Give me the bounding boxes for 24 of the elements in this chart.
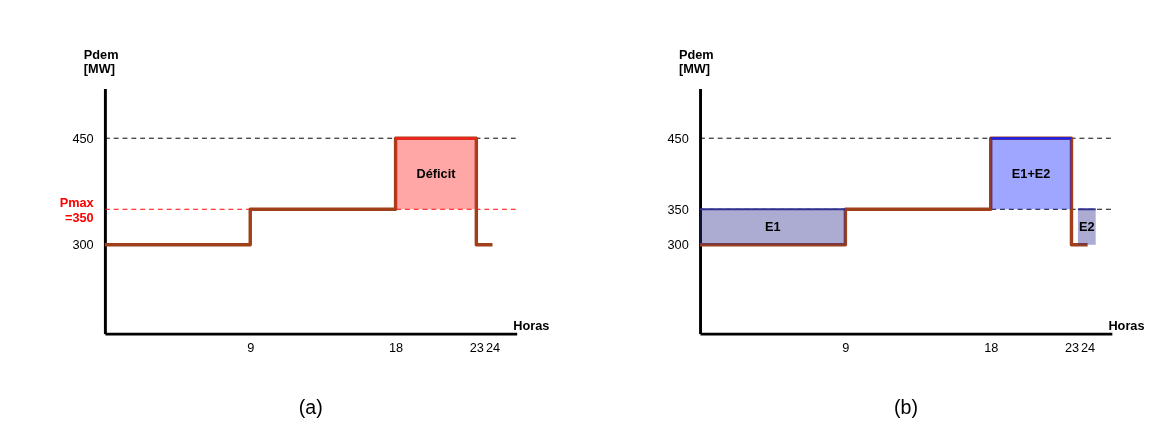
y-tick-label: 350 — [667, 201, 689, 217]
x-tick-label: 18 — [388, 339, 404, 355]
y-tick-label: 300 — [667, 237, 689, 253]
x-tick-label: 23 — [1064, 339, 1080, 355]
x-tick-label: 24 — [485, 339, 501, 355]
y-axis-title: Pdem [MW] — [83, 46, 119, 77]
y-tick-label: 300 — [72, 237, 94, 253]
series-label: E1 — [764, 218, 781, 234]
x-axis-title: Horas — [1108, 318, 1145, 334]
x-tick-label: 9 — [842, 339, 850, 355]
y-tick-label: Pmax =350 — [59, 194, 94, 225]
x-tick-label: 24 — [1081, 339, 1096, 355]
text: (b) — [893, 396, 918, 418]
x-tick-label: 9 — [247, 339, 255, 355]
y-tick-label: 450 — [72, 130, 94, 146]
y-axis-title: Pdem [MW] — [678, 46, 714, 77]
series-label: E2 — [1079, 218, 1095, 234]
x-axis-title: Horas — [513, 318, 550, 334]
text: Déficit — [416, 165, 457, 181]
x-tick-label: 18 — [984, 339, 999, 355]
x-tick-label: 23 — [469, 339, 484, 355]
text: (a) — [298, 396, 323, 418]
text: E1+E2 — [1011, 165, 1051, 181]
y-tick-label: 450 — [667, 130, 689, 146]
